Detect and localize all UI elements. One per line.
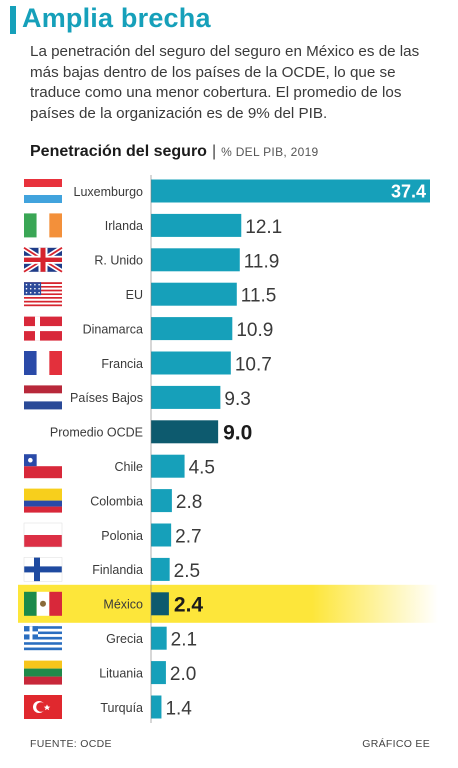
bar	[151, 557, 170, 581]
category-label: Irlanda	[105, 219, 143, 233]
bar	[151, 248, 240, 272]
bar	[151, 592, 169, 616]
greece-flag	[24, 626, 62, 651]
bar	[151, 661, 166, 685]
chile-flag	[24, 454, 62, 479]
source-note: FUENTE: OCDE	[30, 738, 112, 750]
category-label: Francia	[101, 357, 143, 371]
bar	[151, 282, 237, 306]
netherlands-flag	[24, 385, 62, 410]
bar	[151, 523, 172, 547]
value-label: 11.5	[241, 286, 277, 307]
bar	[151, 317, 233, 341]
finland-flag	[23, 557, 63, 582]
value-label: 9.0	[223, 421, 252, 444]
value-label: 11.9	[244, 251, 280, 272]
bar	[151, 454, 185, 478]
mexico-highlight-band	[18, 584, 438, 623]
lithuania-flag	[24, 660, 62, 685]
category-label: R. Unido	[94, 254, 143, 268]
title-accent-bar	[10, 6, 16, 34]
category-label: Promedio OCDE	[50, 426, 143, 440]
bar	[151, 420, 219, 444]
intro-paragraph: La penetración del seguro del seguro en …	[30, 43, 420, 122]
value-label: 2.8	[176, 492, 202, 513]
us-flag	[24, 282, 62, 307]
denmark-flag	[24, 316, 62, 341]
category-label: Polonia	[101, 529, 143, 543]
chart-heading: Penetración del seguro | % DEL PIB, 2019	[30, 141, 319, 163]
france-flag	[24, 351, 62, 375]
value-label: 4.5	[189, 458, 215, 479]
chart-title-separator: |	[211, 143, 217, 160]
category-label: Países Bajos	[70, 391, 143, 405]
graphic-credit: GRÁFICO EE	[362, 738, 430, 750]
colombia-flag	[24, 488, 62, 513]
bar	[151, 213, 242, 237]
value-label: 2.4	[174, 593, 204, 616]
mexico-flag	[24, 591, 62, 616]
uk-flag	[22, 245, 64, 274]
chart-subtitle: % DEL PIB, 2019	[221, 145, 319, 159]
chart-title: Penetración del seguro	[30, 143, 207, 160]
value-label: 12.1	[245, 217, 282, 238]
bar	[151, 626, 167, 650]
category-label: Finlandia	[92, 563, 143, 577]
category-label: Chile	[115, 460, 144, 474]
ireland-flag	[24, 213, 62, 238]
category-label: EU	[126, 288, 143, 302]
turkey-flag	[24, 695, 62, 719]
bar	[151, 179, 430, 203]
value-label: 2.1	[171, 630, 197, 651]
value-label: 37.4	[391, 182, 426, 202]
value-label: 10.7	[235, 355, 272, 376]
value-label: 2.7	[175, 527, 201, 548]
value-label: 2.0	[170, 664, 196, 685]
category-label: Grecia	[106, 632, 143, 646]
category-label: Lituania	[99, 666, 143, 680]
value-label: 10.9	[236, 320, 273, 341]
value-label: 2.5	[174, 561, 200, 582]
bar	[151, 351, 231, 375]
poland-flag	[23, 522, 63, 548]
luxembourg-flag	[24, 179, 62, 203]
value-label: 9.3	[224, 389, 250, 410]
category-label: Colombia	[90, 494, 143, 508]
category-label: Turquía	[100, 701, 143, 715]
category-label: Luxemburgo	[74, 185, 144, 199]
bar	[151, 385, 221, 409]
bar	[151, 695, 162, 719]
value-label: 1.4	[165, 699, 192, 720]
category-label: Dinamarca	[83, 322, 143, 336]
page-title: Amplia brecha	[22, 3, 211, 33]
bar	[151, 489, 172, 513]
category-label: México	[103, 598, 143, 612]
